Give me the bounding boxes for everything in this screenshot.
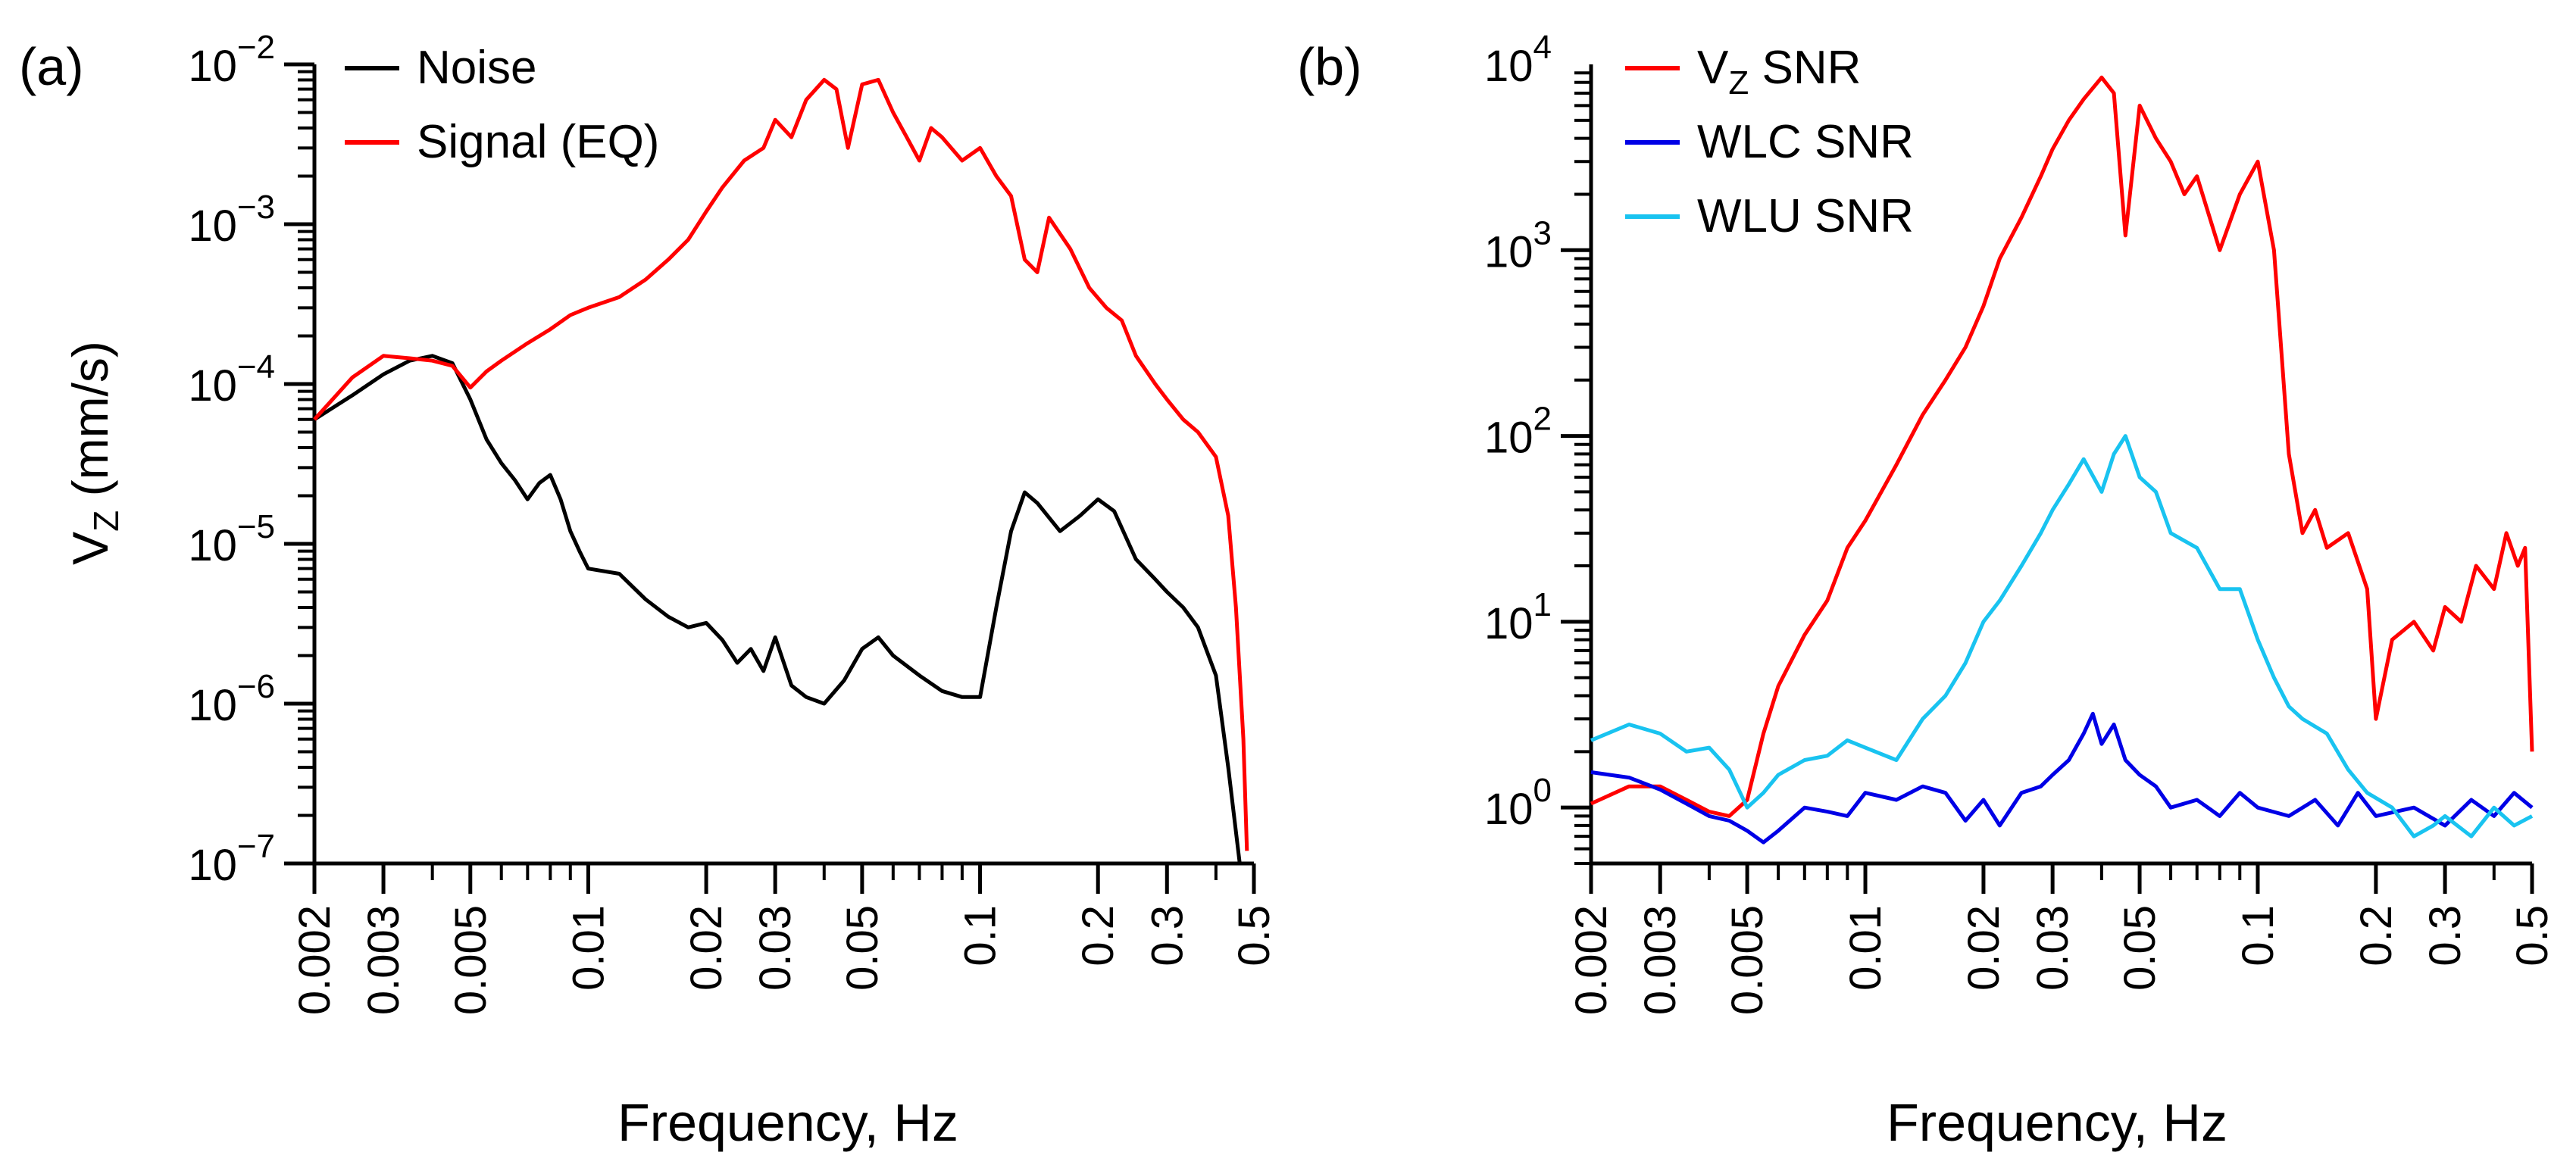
legend-entry-sub: Z — [1728, 64, 1749, 101]
panel-a-series — [313, 77, 1249, 864]
panel-b-series-wlc-snr-line — [1590, 711, 2534, 845]
panel-a-ticks: 10−710−610−510−410−310−20.002 0.003 0.005 0… — [188, 29, 1279, 1015]
panel-b-x-tick-label: 0.002 — [1567, 905, 1616, 1015]
legend-entry: WLC SNR — [1697, 116, 1914, 168]
y-tick-exponent: 2 — [1533, 401, 1552, 438]
legend-entry-tail: SNR — [1749, 42, 1861, 94]
y-tick-base: 10 — [188, 42, 237, 91]
panel-a-x-tick-label: 0.1 — [956, 905, 1005, 966]
panel-b-x-tick-label: 0.005 — [1723, 905, 1772, 1015]
panel-b-x-axis-label: Frequency, Hz — [1887, 1093, 2227, 1152]
legend-entry: Signal (EQ) — [417, 116, 659, 168]
y-tick-exponent: 0 — [1533, 772, 1552, 809]
panel-a-x-tick-label: 0.002 — [290, 905, 339, 1015]
panel-a-x-tick-label: 0.02 — [682, 905, 731, 991]
panel-b-series-wlu-snr-line — [1590, 434, 2534, 838]
panel-b-y-tick-label: 104 — [1484, 29, 1552, 91]
y-tick-base: 10 — [1484, 227, 1533, 276]
panel-b-y-tick-label: 100 — [1484, 772, 1552, 834]
panel-b-y-tick-label: 101 — [1484, 586, 1552, 648]
y-tick-exponent: −3 — [237, 189, 275, 226]
panel-b-x-tick-label: 0.05 — [2115, 905, 2165, 991]
panel-a-x-tick-label: 0.005 — [446, 905, 496, 1015]
panel-b-x-tick-label: 0.1 — [2234, 905, 2283, 966]
y-tick-exponent: −7 — [237, 828, 275, 865]
panel-a-legend: Noise Signal (EQ) — [345, 42, 659, 168]
legend-entry: Noise — [417, 42, 537, 94]
panel-a: (a) VZ (mm/s) Frequency, Hz 10−710−610−5… — [19, 29, 1279, 1152]
panel-b-x-tick-label: 0.02 — [1959, 905, 2009, 991]
panel-b-y-tick-label: 102 — [1484, 401, 1552, 463]
legend-entry-name: Noise — [417, 42, 537, 94]
y-tick-exponent: 1 — [1533, 586, 1552, 623]
y-tick-base: 10 — [188, 361, 237, 411]
panel-a-y-axis-label-unit: (mm/s) — [62, 341, 118, 511]
y-tick-exponent: −2 — [237, 29, 275, 66]
y-tick-exponent: 4 — [1533, 29, 1552, 66]
legend-entry-name: WLU SNR — [1697, 190, 1914, 242]
panel-b-x-tick-label: 0.2 — [2352, 905, 2401, 966]
panel-a-y-axis-label-sub: Z — [86, 511, 126, 532]
y-tick-base: 10 — [188, 681, 237, 730]
y-tick-exponent: −5 — [237, 508, 275, 545]
y-tick-base: 10 — [1484, 42, 1533, 91]
y-tick-exponent: −4 — [237, 348, 275, 386]
panel-a-y-tick-label: 10−4 — [188, 348, 275, 411]
y-tick-base: 10 — [1484, 414, 1533, 463]
panel-b-label: (b) — [1297, 37, 1362, 96]
panel-a-y-tick-label: 10−7 — [188, 828, 275, 890]
panel-a-x-tick-label: 0.03 — [751, 905, 800, 991]
panel-a-series-signal-eq-line — [313, 77, 1249, 851]
panel-a-x-axis-label: Frequency, Hz — [617, 1093, 958, 1152]
panel-a-y-axis-label-base: V — [62, 532, 118, 565]
legend-entry-name: Signal (EQ) — [417, 116, 659, 168]
panel-a-x-tick-label: 0.01 — [564, 905, 613, 991]
panel-a-y-tick-label: 10−6 — [188, 668, 275, 730]
panel-b-series-v-snr-line — [1590, 75, 2534, 818]
panel-a-x-tick-label: 0.3 — [1143, 905, 1192, 966]
panel-a-y-tick-label: 10−5 — [188, 508, 275, 570]
panel-a-label: (a) — [19, 37, 84, 96]
panel-b-y-tick-label: 103 — [1484, 214, 1552, 276]
panel-b-x-tick-label: 0.03 — [2028, 905, 2077, 991]
y-tick-exponent: −6 — [237, 668, 275, 705]
panel-a-x-tick-label: 0.5 — [1230, 905, 1279, 966]
panel-a-x-tick-label: 0.2 — [1074, 905, 1123, 966]
y-tick-base: 10 — [188, 201, 237, 251]
panel-a-x-tick-label: 0.05 — [838, 905, 887, 991]
panel-a-y-axis-label: VZ (mm/s) — [62, 341, 126, 565]
legend-entry-name: V — [1697, 42, 1729, 94]
legend-entry: WLU SNR — [1697, 190, 1914, 242]
y-tick-base: 10 — [1484, 599, 1533, 648]
legend-entry-name: WLC SNR — [1697, 116, 1914, 168]
y-tick-exponent: 3 — [1533, 214, 1552, 251]
y-tick-base: 10 — [1484, 785, 1533, 834]
panel-b-x-tick-label: 0.01 — [1841, 905, 1890, 991]
panel-a-x-tick-label: 0.003 — [359, 905, 408, 1015]
panel-b-legend: VZ SNR WLC SNR WLU SNR — [1625, 42, 1914, 242]
panel-b-x-tick-label: 0.3 — [2421, 905, 2470, 966]
legend-entry: VZ SNR — [1697, 42, 1861, 101]
panel-b-series — [1590, 75, 2534, 845]
panel-a-series-noise-line — [313, 354, 1242, 864]
panel-a-y-tick-label: 10−3 — [188, 189, 275, 251]
panel-b-x-tick-label: 0.5 — [2508, 905, 2557, 966]
panel-b-x-tick-label: 0.003 — [1636, 905, 1685, 1015]
y-tick-base: 10 — [188, 841, 237, 890]
y-tick-base: 10 — [188, 521, 237, 570]
panel-a-y-tick-label: 10−2 — [188, 29, 275, 91]
